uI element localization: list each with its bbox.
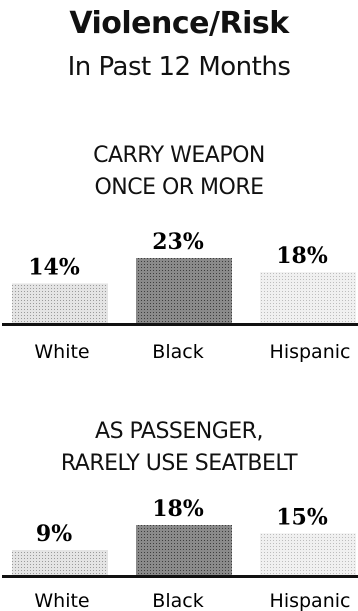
chart-2-title-line-1: AS PASSENGER, (95, 419, 263, 444)
page-title: Violence/Risk (69, 6, 289, 41)
chart-1-title-line-1: CARRY WEAPON (93, 143, 265, 168)
chart-2-title: AS PASSENGER, RARELY USE SEATBELT (0, 416, 358, 480)
category-label-white: White (34, 590, 89, 611)
baseline-axis (2, 323, 358, 326)
value-label-white: 14% (28, 254, 80, 280)
category-label-black: Black (152, 590, 203, 611)
baseline-axis (2, 575, 358, 578)
bar-hispanic (260, 272, 356, 323)
category-label-hispanic: Hispanic (270, 341, 351, 363)
category-label-black: Black (152, 341, 203, 363)
bar-hispanic (260, 533, 356, 575)
value-label-black: 18% (152, 496, 204, 522)
chart-carry-weapon: 14% White 23% Black 18% Hispanic (2, 229, 358, 363)
category-label-white: White (34, 341, 89, 363)
value-label-white: 9% (36, 521, 72, 547)
chart-1-title-line-2: ONCE OR MORE (94, 175, 264, 200)
page-subtitle: In Past 12 Months (67, 52, 291, 82)
chart-1-title: CARRY WEAPON ONCE OR MORE (0, 140, 358, 204)
value-label-hispanic: 18% (276, 243, 328, 269)
value-label-hispanic: 15% (276, 504, 328, 530)
bar-white (12, 550, 108, 575)
category-label-hispanic: Hispanic (270, 590, 351, 611)
bar-black (136, 258, 232, 323)
bar-black (136, 525, 232, 575)
chart-seatbelt: 9% White 18% Black 15% Hispanic (2, 496, 358, 611)
bar-white (12, 283, 108, 323)
chart-2-title-line-2: RARELY USE SEATBELT (60, 451, 298, 476)
value-label-black: 23% (152, 229, 204, 255)
